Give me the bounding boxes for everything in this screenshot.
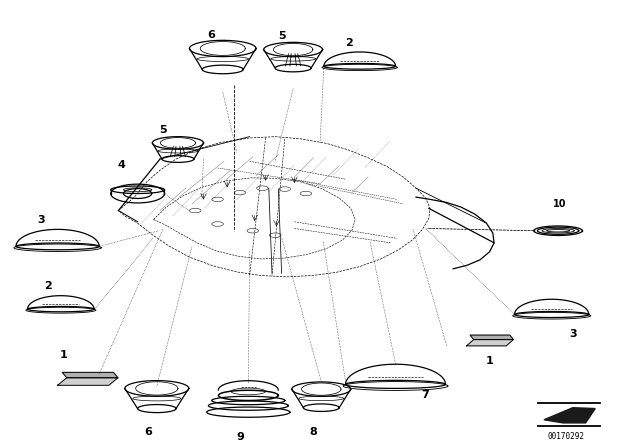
Text: 10: 10 (553, 199, 567, 209)
Text: 9: 9 (237, 432, 244, 442)
Text: 2: 2 (44, 281, 52, 291)
Polygon shape (544, 408, 595, 423)
Text: 5: 5 (278, 31, 285, 41)
Text: 6: 6 (207, 30, 215, 40)
Text: 4: 4 (118, 160, 125, 170)
Text: 7: 7 (422, 390, 429, 400)
Text: 6: 6 (145, 427, 152, 437)
Text: 1: 1 (486, 356, 493, 366)
Text: 1: 1 (60, 349, 68, 359)
Text: 2: 2 (345, 38, 353, 47)
Text: 8: 8 (310, 427, 317, 437)
Text: 5: 5 (159, 125, 167, 135)
Text: 3: 3 (569, 329, 577, 339)
Polygon shape (62, 372, 118, 378)
Polygon shape (470, 335, 513, 340)
Text: 00170292: 00170292 (548, 432, 585, 441)
Polygon shape (467, 340, 513, 346)
Polygon shape (58, 378, 118, 385)
Text: 3: 3 (38, 215, 45, 225)
